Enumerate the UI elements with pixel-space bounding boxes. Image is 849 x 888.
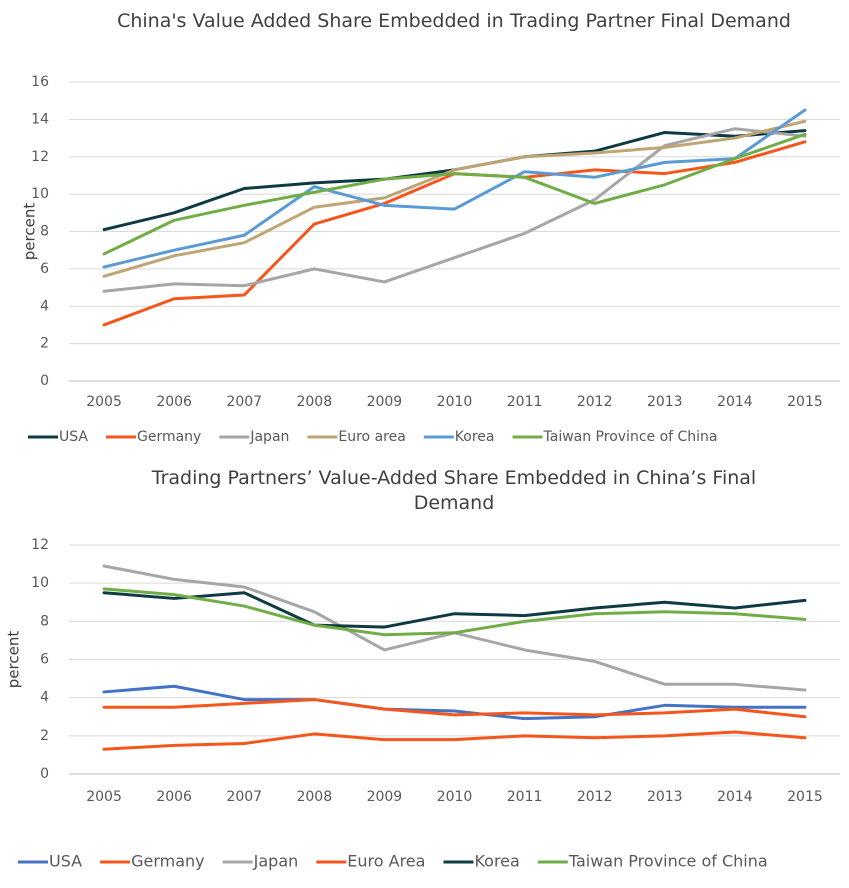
- series-line: [102, 698, 807, 719]
- y-tick-label: 0: [40, 373, 49, 389]
- series-line: [102, 127, 807, 293]
- x-tick-label: 2011: [507, 789, 543, 805]
- series-line: [102, 730, 807, 751]
- y-tick-label: 0: [40, 766, 49, 782]
- x-tick-label: 2008: [296, 394, 332, 410]
- chart-title: China's Value Added Share Embedded in Tr…: [117, 10, 791, 32]
- x-tick-label: 2007: [226, 394, 262, 410]
- x-tick-label: 2013: [647, 394, 683, 410]
- legend-label: Germany: [131, 852, 205, 871]
- x-tick-label: 2014: [717, 394, 753, 410]
- series-line: [102, 591, 807, 629]
- legend-label: USA: [59, 429, 88, 445]
- chart-title: Trading Partners’ Value-Added Share Embe…: [151, 467, 757, 514]
- y-tick-label: 6: [40, 261, 49, 277]
- legend-label: Germany: [137, 429, 201, 445]
- x-tick-label: 2013: [647, 789, 683, 805]
- legend-label: USA: [49, 852, 82, 871]
- legend-label: Korea: [455, 429, 495, 445]
- y-axis-label: percent: [21, 203, 39, 261]
- y-tick-label: 6: [40, 652, 49, 668]
- legend-label: Taiwan Province of China: [568, 852, 768, 871]
- x-tick-label: 2008: [296, 789, 332, 805]
- series-line: [102, 108, 807, 269]
- x-tick-label: 2011: [507, 394, 543, 410]
- y-tick-label: 14: [31, 111, 49, 127]
- x-tick-label: 2014: [717, 789, 753, 805]
- x-tick-label: 2015: [787, 394, 823, 410]
- y-tick-label: 8: [40, 613, 49, 629]
- legend-label: Euro Area: [347, 852, 425, 871]
- x-tick-label: 2009: [367, 789, 403, 805]
- y-tick-label: 2: [40, 336, 49, 352]
- legend-label: Korea: [474, 852, 519, 871]
- y-tick-label: 12: [31, 149, 49, 165]
- series-line: [102, 119, 807, 278]
- y-tick-label: 10: [31, 575, 49, 591]
- x-tick-label: 2012: [577, 394, 613, 410]
- y-tick-label: 16: [31, 74, 49, 90]
- y-tick-label: 4: [40, 690, 49, 706]
- y-axis-label: percent: [5, 631, 23, 689]
- series-line: [102, 132, 807, 256]
- y-tick-label: 2: [40, 728, 49, 744]
- legend-label: Taiwan Province of China: [543, 429, 718, 445]
- series-line: [102, 564, 807, 692]
- series-line: [102, 684, 807, 721]
- x-tick-label: 2009: [367, 394, 403, 410]
- x-tick-label: 2005: [86, 394, 122, 410]
- x-tick-label: 2012: [577, 789, 613, 805]
- x-tick-label: 2006: [156, 789, 192, 805]
- x-tick-label: 2010: [437, 394, 473, 410]
- series-line: [102, 587, 807, 637]
- legend-label: Euro area: [338, 429, 405, 445]
- x-tick-label: 2006: [156, 394, 192, 410]
- y-tick-label: 12: [31, 537, 49, 553]
- y-tick-label: 8: [40, 224, 49, 240]
- x-tick-label: 2015: [787, 789, 823, 805]
- x-tick-label: 2007: [226, 789, 262, 805]
- series-line: [102, 129, 807, 232]
- legend-label: Japan: [249, 429, 289, 445]
- x-tick-label: 2010: [437, 789, 473, 805]
- legend-label: Japan: [253, 852, 299, 871]
- x-tick-label: 2005: [86, 789, 122, 805]
- y-tick-label: 10: [31, 186, 49, 202]
- y-tick-label: 4: [40, 298, 49, 314]
